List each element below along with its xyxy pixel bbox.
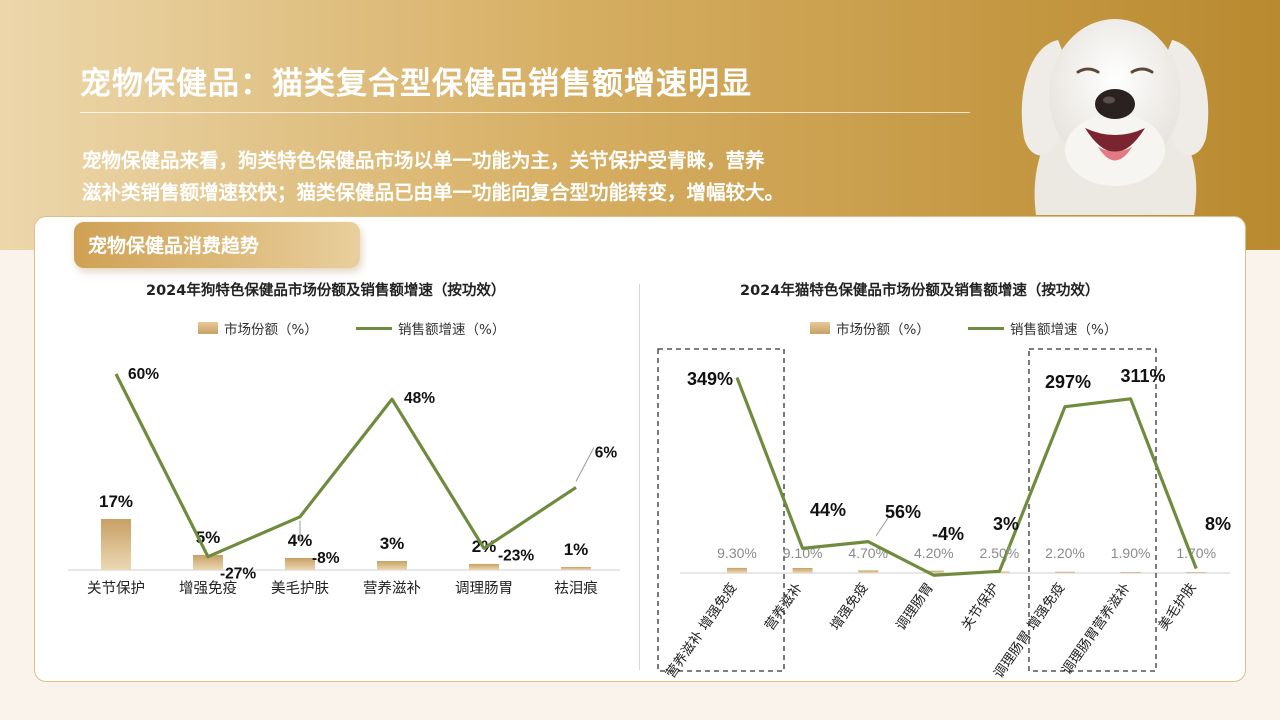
legend-bar-swatch xyxy=(810,322,830,334)
line-value-label: -27% xyxy=(220,566,256,583)
line-value-label: 3% xyxy=(993,514,1019,534)
legend-line-label: 销售额增速（%） xyxy=(398,322,506,338)
bar xyxy=(858,570,879,573)
chart-dog: 17%关节保护5%增强免疫4%美毛护肤3%营养滋补2%调理肠胃1%祛泪痕60%-… xyxy=(68,366,620,597)
bar xyxy=(193,555,223,570)
x-tick-label: 调理肠胃 xyxy=(455,580,513,597)
label-leader xyxy=(875,517,889,536)
label-leader xyxy=(575,447,595,482)
x-tick-label: 增强免疫 xyxy=(827,580,871,633)
bar xyxy=(561,567,591,570)
x-tick-label: 营养滋补 xyxy=(363,580,421,597)
panel-title-badge: 宠物保健品消费趋势 xyxy=(74,222,360,268)
bar-value-label: 9.10% xyxy=(783,545,823,561)
legend-line-swatch xyxy=(968,327,1004,330)
intro-line-1: 宠物保健品来看，狗类特色保健品市场以单一功能为主，关节保护受青睐，营养 xyxy=(82,149,765,172)
legend-cat: 市场份额（%） 销售额增速（%） xyxy=(810,318,1130,338)
chart-cat: 9.30%营养滋补 增强免疫9.10%营养滋补4.70%增强免疫4.20%调理肠… xyxy=(657,348,1231,681)
bar-value-label: 3% xyxy=(380,534,405,553)
x-tick-label: 营养滋补 增强免疫 xyxy=(663,580,741,681)
bar xyxy=(1120,571,1141,573)
chart-divider xyxy=(639,284,640,670)
bar xyxy=(285,558,315,570)
line-value-label: 311% xyxy=(1120,366,1165,386)
bar-value-label: 2.50% xyxy=(980,545,1020,561)
bar xyxy=(1186,572,1207,573)
legend-line-swatch xyxy=(356,327,392,330)
bar xyxy=(923,570,944,573)
bar xyxy=(101,519,131,570)
line-value-label: -23% xyxy=(498,547,534,564)
intro-line-2: 滋补类销售额增速较快；猫类保健品已由单一功能向复合型功能转变，增幅较大。 xyxy=(82,181,785,204)
bar-value-label: 9.30% xyxy=(717,545,757,561)
line-value-label: -4% xyxy=(932,524,964,544)
highlight-box xyxy=(1028,348,1157,672)
legend-dog: 市场份额（%） 销售额增速（%） xyxy=(198,318,518,338)
chart-title-dog: 2024年狗特色保健品市场份额及销售额增速（按功效） xyxy=(146,283,506,299)
x-tick-label: 关节保护 xyxy=(87,580,145,597)
bar-value-label: 4.70% xyxy=(848,545,888,561)
bar-value-label: 1.70% xyxy=(1176,545,1216,561)
legend-bar-label: 市场份额（%） xyxy=(836,322,930,338)
panel-title: 宠物保健品消费趋势 xyxy=(88,235,260,257)
bar-value-label: 2.20% xyxy=(1045,545,1085,561)
highlight-box xyxy=(657,348,785,672)
page-title: 宠物保健品：猫类复合型保健品销售额增速明显 xyxy=(80,66,752,102)
dog-photo xyxy=(1021,19,1209,215)
bar-value-label: 4.20% xyxy=(914,545,954,561)
x-tick-label: 调理肠胃 xyxy=(893,580,937,633)
legend-bar-label: 市场份额（%） xyxy=(224,322,318,338)
chart-title-cat: 2024年猫特色保健品市场份额及销售额增速（按功效） xyxy=(740,283,1100,299)
bar-value-label: 17% xyxy=(99,492,133,511)
legend-bar-swatch xyxy=(198,322,218,334)
line-value-label: 56% xyxy=(885,502,921,522)
bar xyxy=(792,567,813,573)
title-divider xyxy=(80,112,970,113)
growth-line xyxy=(114,373,577,559)
bar xyxy=(727,567,747,573)
bar-value-label: 1.90% xyxy=(1111,545,1151,561)
label-leader xyxy=(1004,545,1010,562)
line-value-label: 8% xyxy=(1205,514,1231,534)
line-value-label: -8% xyxy=(312,550,340,567)
line-value-label: 48% xyxy=(404,390,435,407)
x-tick-label: 祛泪痕 xyxy=(554,580,598,597)
x-tick-label: 美毛护肤 xyxy=(271,580,329,597)
bar xyxy=(377,561,407,570)
x-tick-label: 增强免疫 xyxy=(179,580,237,597)
line-value-label: 44% xyxy=(810,500,846,520)
line-value-label: 349% xyxy=(687,369,733,389)
x-tick-label: 关节保护 xyxy=(959,580,1003,633)
legend-line-label: 销售额增速（%） xyxy=(1010,322,1118,338)
bar xyxy=(469,564,499,570)
line-value-label: 6% xyxy=(595,444,618,461)
chart-panel xyxy=(34,216,1246,682)
x-tick-label: 美毛护肤 xyxy=(1155,580,1199,634)
x-tick-label: 调理肠胃营养滋补 xyxy=(1059,580,1134,678)
growth-line xyxy=(735,376,1198,577)
line-value-label: 60% xyxy=(128,366,159,383)
bar-value-label: 1% xyxy=(564,540,589,559)
line-value-label: 297% xyxy=(1045,372,1091,392)
bar xyxy=(1055,571,1075,573)
